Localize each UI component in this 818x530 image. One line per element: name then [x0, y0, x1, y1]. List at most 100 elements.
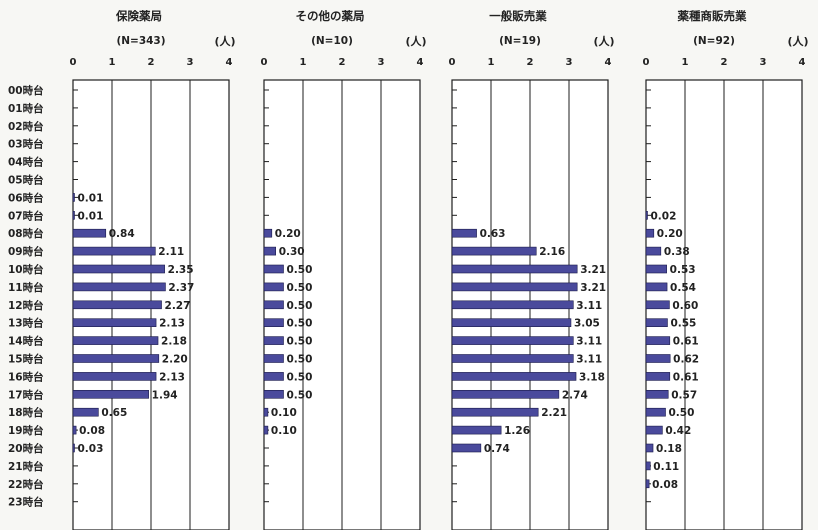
panel-n-label: (N=19) [499, 35, 541, 47]
bar [451, 372, 577, 381]
data-label: 0.54 [670, 282, 696, 294]
x-tick-label: 1 [682, 57, 689, 68]
data-label: 0.30 [279, 246, 305, 258]
x-tick-label: 0 [70, 57, 77, 68]
bar [451, 246, 537, 256]
data-label: 3.21 [580, 264, 606, 276]
bar [645, 443, 654, 453]
data-label: 1.94 [152, 389, 178, 401]
bar [72, 389, 149, 399]
data-label: 0.11 [653, 461, 679, 473]
bar [451, 425, 502, 435]
bar [451, 264, 578, 274]
bar [451, 300, 574, 310]
category-label: 18時台 [8, 406, 44, 419]
data-label: 0.50 [287, 389, 313, 401]
data-label: 0.42 [665, 425, 691, 437]
data-label: 3.11 [576, 354, 602, 366]
bar [72, 443, 75, 453]
bar [645, 318, 668, 328]
data-label: 0.61 [673, 371, 699, 383]
data-label: 0.02 [651, 210, 677, 222]
unit-label: (人) [593, 34, 614, 48]
data-label: 0.18 [656, 443, 682, 455]
data-label: 0.50 [287, 336, 313, 348]
bar [263, 228, 273, 238]
data-label: 0.50 [287, 264, 313, 276]
category-label: 00時台 [8, 84, 44, 97]
data-label: 0.61 [673, 336, 699, 348]
data-label: 0.55 [670, 318, 696, 330]
panel-title: その他の薬局 [296, 9, 365, 23]
bar [263, 389, 284, 399]
x-tick-label: 3 [187, 57, 194, 68]
bar [72, 300, 162, 310]
bar [451, 407, 539, 417]
data-label: 0.08 [652, 479, 678, 491]
data-label: 2.74 [562, 389, 588, 401]
category-label: 02時台 [8, 120, 44, 133]
x-tick-label: 4 [799, 57, 806, 68]
category-label: 13時台 [8, 317, 44, 330]
bar [72, 425, 77, 435]
x-tick-label: 4 [226, 57, 233, 68]
bar [645, 246, 662, 256]
category-label: 14時台 [8, 335, 44, 348]
category-label: 16時台 [8, 370, 44, 383]
x-tick-label: 0 [261, 57, 268, 68]
category-label: 22時台 [8, 478, 44, 491]
data-label: 0.10 [271, 407, 297, 419]
data-label: 0.20 [657, 228, 683, 240]
category-axis: 00時台 01時台 02時台 03時台 04時台 05時台 06時台 07時台 08時台 09時台… [8, 84, 44, 509]
x-tick-label: 1 [488, 57, 495, 68]
data-label: 3.21 [580, 282, 606, 294]
x-tick-label: 3 [378, 57, 385, 68]
x-tick-label: 1 [109, 57, 116, 68]
bar [72, 407, 99, 417]
data-label: 0.50 [287, 300, 313, 312]
data-label: 0.08 [79, 425, 105, 437]
data-label: 0.20 [275, 228, 301, 240]
category-label: 20時台 [8, 442, 44, 455]
data-label: 2.35 [168, 264, 194, 276]
category-label: 09時台 [8, 245, 44, 258]
bar [263, 425, 269, 435]
category-label: 19時台 [8, 424, 44, 437]
bar [72, 211, 75, 220]
panel-title: 薬種商販売業 [677, 9, 747, 23]
data-label: 2.20 [162, 354, 188, 366]
data-label: 1.26 [504, 425, 530, 437]
panel-4: 薬種商販売業 (N=92) (人) 0 1 2 3 4 0.02 0.20 0.38 0.53 0.54… [643, 9, 809, 530]
x-tick-label: 4 [605, 57, 612, 68]
data-label: 0.10 [271, 425, 297, 437]
category-label: 05時台 [8, 174, 44, 187]
bar [645, 407, 666, 417]
bar [451, 282, 578, 292]
category-label: 23時台 [8, 496, 44, 509]
data-label: 2.21 [541, 407, 567, 419]
x-tick-label: 0 [643, 57, 650, 68]
data-label: 0.03 [78, 443, 104, 455]
data-label: 0.53 [670, 264, 696, 276]
bar [72, 372, 157, 381]
data-label: 0.84 [109, 228, 135, 240]
bar [645, 211, 648, 220]
panel-title: 一般販売業 [489, 9, 547, 23]
bar [263, 407, 269, 417]
category-label: 06時台 [8, 191, 44, 204]
data-label: 0.50 [287, 282, 313, 294]
x-tick-label: 4 [417, 57, 424, 68]
bar [72, 193, 75, 202]
bar [451, 318, 572, 328]
data-label: 0.50 [669, 407, 695, 419]
bar [645, 461, 651, 471]
data-label: 0.50 [287, 354, 313, 366]
x-tick-label: 0 [449, 57, 456, 68]
unit-label: (人) [214, 34, 235, 48]
data-label: 3.11 [576, 300, 602, 312]
bar [451, 336, 574, 345]
bar [72, 246, 156, 256]
bar [451, 354, 574, 363]
data-label: 2.27 [165, 300, 191, 312]
